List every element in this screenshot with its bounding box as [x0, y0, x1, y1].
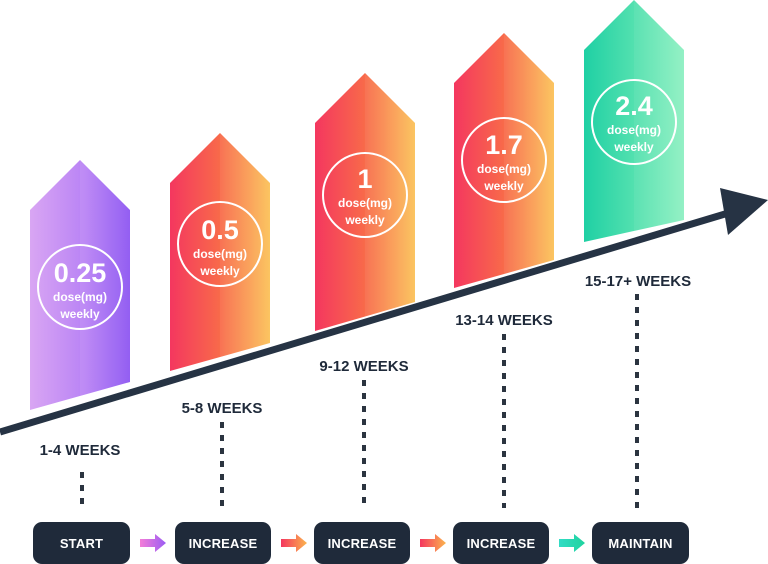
- arrow-right-icon: [140, 534, 166, 552]
- dose-frequency: weekly: [613, 140, 654, 154]
- dose-arrow-3: 1 dose(mg) weekly: [315, 73, 415, 331]
- dose-arrow-4: 1.7 dose(mg) weekly: [454, 33, 554, 288]
- period-label-4: 13-14 WEEKS: [455, 312, 553, 329]
- dose-frequency: weekly: [199, 264, 240, 278]
- dose-arrow-2: 0.5 dose(mg) weekly: [170, 133, 270, 371]
- dose-frequency: weekly: [483, 179, 524, 193]
- dotted-connectors: [80, 294, 639, 508]
- dose-value: 1: [357, 164, 372, 194]
- dose-value: 0.25: [54, 258, 107, 288]
- period-label-1: 1-4 WEEKS: [40, 442, 121, 459]
- period-labels: 1-4 WEEKS 5-8 WEEKS 9-12 WEEKS 13-14 WEE…: [40, 273, 692, 459]
- period-label-5: 15-17+ WEEKS: [585, 273, 691, 290]
- dose-unit: dose(mg): [193, 247, 247, 261]
- dose-unit: dose(mg): [477, 162, 531, 176]
- step-start[interactable]: START: [33, 522, 130, 564]
- dose-unit: dose(mg): [53, 290, 107, 304]
- trend-arrow: [0, 188, 768, 436]
- dose-unit: dose(mg): [607, 123, 661, 137]
- step-increase-2[interactable]: INCREASE: [314, 522, 410, 564]
- step-increase-1[interactable]: INCREASE: [175, 522, 271, 564]
- arrow-right-icon: [281, 534, 307, 552]
- period-label-3: 9-12 WEEKS: [319, 358, 408, 375]
- dose-frequency: weekly: [344, 213, 385, 227]
- dose-arrows: 0.25 dose(mg) weekly 0.5 dose(mg) weekly…: [30, 0, 684, 410]
- step-label: START: [60, 536, 103, 551]
- dose-frequency: weekly: [59, 307, 100, 321]
- arrow-right-icon: [559, 534, 585, 552]
- arrow-right-icon: [420, 534, 446, 552]
- step-label: INCREASE: [328, 536, 397, 551]
- step-label: INCREASE: [189, 536, 258, 551]
- dose-arrow-1: 0.25 dose(mg) weekly: [30, 160, 130, 410]
- period-label-2: 5-8 WEEKS: [182, 400, 263, 417]
- step-maintain[interactable]: MAINTAIN: [592, 522, 689, 564]
- dose-arrow-5: 2.4 dose(mg) weekly: [584, 0, 684, 242]
- step-increase-3[interactable]: INCREASE: [453, 522, 549, 564]
- dose-value: 1.7: [485, 130, 523, 160]
- step-row: START INCREASE INCREASE INCREASE MAINTAI…: [33, 522, 689, 564]
- dose-value: 0.5: [201, 215, 239, 245]
- step-label: INCREASE: [467, 536, 536, 551]
- step-label: MAINTAIN: [608, 536, 672, 551]
- dose-unit: dose(mg): [338, 196, 392, 210]
- dose-value: 2.4: [615, 91, 653, 121]
